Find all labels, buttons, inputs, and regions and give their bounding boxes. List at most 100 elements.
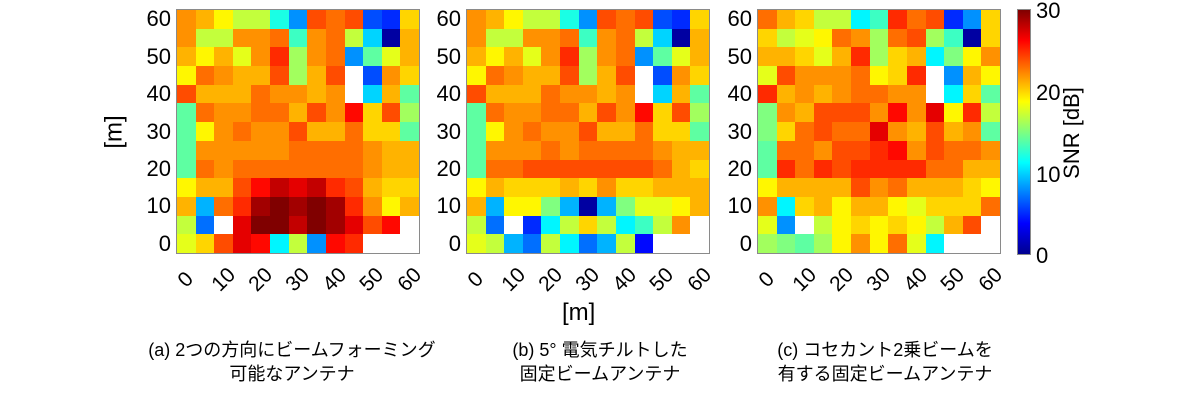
heatmap-cell	[944, 103, 963, 123]
heatmap-cell	[869, 66, 889, 85]
heatmap-cell	[578, 159, 598, 179]
y-tick-label: 10	[146, 193, 171, 219]
heatmap-cell	[381, 66, 401, 85]
heatmap-cell	[671, 178, 691, 197]
heatmap-cell	[541, 47, 561, 67]
heatmap-cell	[270, 84, 289, 104]
heatmap-cell	[615, 47, 635, 67]
heatmap-cell	[888, 10, 907, 29]
heatmap-cell	[851, 47, 870, 67]
heatmap-cell	[504, 47, 523, 67]
heatmap-cell	[776, 178, 796, 197]
heatmap-cell	[381, 178, 401, 197]
heatmap-cell	[467, 215, 486, 235]
heatmap-cell	[851, 140, 870, 160]
heatmap-cell	[363, 28, 382, 48]
heatmap-cell	[307, 159, 326, 179]
heatmap-cell	[690, 122, 709, 141]
heatmap-cell	[653, 140, 672, 160]
heatmap-cell	[962, 28, 982, 48]
x-tick-label: 40	[899, 263, 933, 297]
heatmap-cell	[288, 122, 308, 141]
heatmap-cell	[485, 103, 505, 123]
x-tick-label: 10	[206, 263, 240, 297]
heatmap-cell	[690, 178, 709, 197]
heatmap-cell	[813, 196, 833, 216]
heatmap-cell	[906, 84, 926, 104]
heatmap-cell	[344, 10, 364, 29]
heatmap-cell	[177, 140, 196, 160]
heatmap-cell	[888, 47, 907, 67]
heatmap-cell	[813, 103, 833, 123]
y-tick-label: 0	[448, 230, 461, 256]
heatmap-cell	[981, 159, 1000, 179]
heatmap-cell	[962, 215, 982, 235]
heatmap-cell	[690, 103, 709, 123]
heatmap-cell	[288, 84, 308, 104]
x-tick-label: 10	[496, 263, 530, 297]
heatmap-cell	[671, 28, 691, 48]
heatmap-cell	[925, 122, 945, 141]
heatmap-cell	[795, 84, 814, 104]
heatmap-cell	[758, 196, 777, 216]
heatmap-cell	[615, 140, 635, 160]
heatmap-cell	[344, 28, 364, 48]
heatmap-cell	[925, 10, 945, 29]
heatmap-cell	[214, 140, 233, 160]
heatmap-cell	[485, 28, 505, 48]
heatmap-cell	[232, 215, 252, 235]
heatmap-cell	[400, 159, 419, 179]
heatmap-cell	[344, 215, 364, 235]
heatmap-cell	[851, 28, 870, 48]
heatmap-cell	[232, 140, 252, 160]
heatmap-cell	[690, 47, 709, 67]
heatmap-cell	[906, 196, 926, 216]
heatmap-cell	[776, 215, 796, 235]
heatmap-panel-a	[176, 9, 420, 254]
heatmap-cell	[690, 215, 709, 235]
heatmap-cell	[795, 10, 814, 29]
heatmap-cell	[325, 178, 345, 197]
heatmap-cell	[467, 84, 486, 104]
heatmap-cell	[597, 47, 616, 67]
heatmap-cell	[400, 140, 419, 160]
heatmap-cell	[485, 140, 505, 160]
heatmap-cell	[381, 140, 401, 160]
caption-c: (c) コセカント2乗ビームを 有する固定ビームアンテナ	[755, 338, 1015, 386]
y-tick-label: 20	[436, 155, 461, 181]
heatmap-cell	[177, 122, 196, 141]
heatmap-cell	[541, 178, 561, 197]
heatmap-cell	[325, 196, 345, 216]
x-tick-label: 30	[862, 263, 896, 297]
heatmap-cell	[758, 215, 777, 235]
heatmap-cell	[381, 196, 401, 216]
heatmap-cell	[615, 122, 635, 141]
heatmap-cell	[813, 234, 833, 253]
heatmap-cell	[522, 28, 542, 48]
x-tick-label: 30	[281, 263, 315, 297]
heatmap-cell	[504, 103, 523, 123]
heatmap-cell	[888, 84, 907, 104]
heatmap-cell	[270, 196, 289, 216]
x-tick-label: 20	[534, 263, 567, 297]
heatmap-cell	[270, 140, 289, 160]
heatmap-cell	[177, 178, 196, 197]
colorbar-tick-10: 10	[1036, 162, 1061, 187]
heatmap-cell	[634, 10, 654, 29]
heatmap-cell	[504, 196, 523, 216]
heatmap-cell	[214, 215, 233, 235]
heatmap-cell	[813, 47, 833, 67]
heatmap-cell	[944, 10, 963, 29]
heatmap-cell	[634, 47, 654, 67]
heatmap-cell	[634, 215, 654, 235]
heatmap-cell	[795, 103, 814, 123]
heatmap-cell	[795, 28, 814, 48]
x-tick-label: 60	[973, 263, 1007, 297]
heatmap-cell	[541, 196, 561, 216]
heatmap-cell	[467, 10, 486, 29]
heatmap-cell	[541, 10, 561, 29]
heatmap-cell	[325, 84, 345, 104]
heatmap-cell	[214, 103, 233, 123]
heatmap-cell	[832, 122, 852, 141]
heatmap-cell	[344, 234, 364, 253]
